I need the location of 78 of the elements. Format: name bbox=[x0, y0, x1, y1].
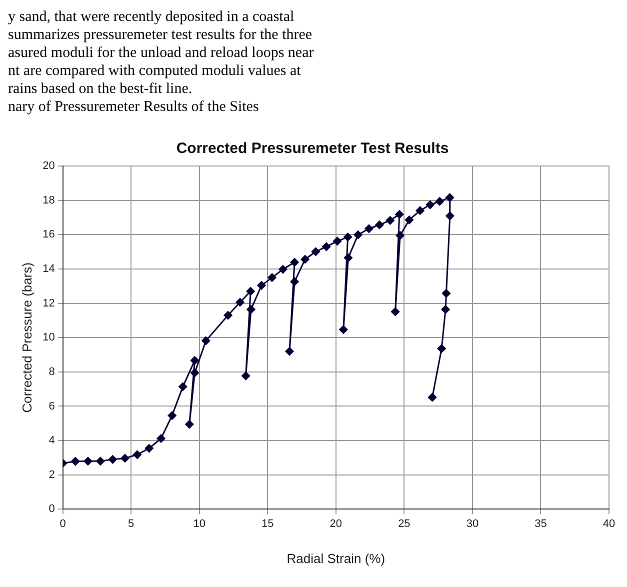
point bbox=[71, 457, 80, 466]
point bbox=[322, 242, 331, 251]
point bbox=[168, 411, 176, 420]
point bbox=[120, 454, 130, 462]
point bbox=[395, 210, 404, 219]
point bbox=[278, 265, 288, 274]
x-tick-label: 20 bbox=[330, 518, 342, 530]
point bbox=[178, 382, 188, 391]
point bbox=[354, 230, 362, 240]
y-tick-label: 10 bbox=[42, 332, 55, 344]
x-tick-label: 15 bbox=[262, 518, 274, 530]
y-tick-label: 2 bbox=[48, 468, 55, 481]
text: nt are compared with computed moduli values at bbox=[8, 62, 302, 80]
y-tick-label: 14 bbox=[42, 262, 55, 275]
y-tick-label: 12 bbox=[42, 297, 55, 310]
y-tick-label: 0 bbox=[48, 503, 55, 516]
point bbox=[364, 224, 374, 233]
point bbox=[236, 298, 244, 306]
point bbox=[391, 307, 400, 316]
point bbox=[344, 232, 352, 242]
y-tick-label: 6 bbox=[48, 400, 55, 412]
point bbox=[446, 193, 454, 202]
point bbox=[333, 236, 342, 246]
point bbox=[375, 220, 384, 230]
y-tick-label: 18 bbox=[42, 194, 55, 206]
text: asured moduli for the unload and reload loops near bbox=[8, 44, 315, 62]
y-axis-title: Corrected Pressure (bars) bbox=[19, 262, 34, 413]
point bbox=[190, 356, 199, 365]
point bbox=[428, 393, 437, 402]
point bbox=[285, 347, 294, 356]
point bbox=[442, 289, 450, 298]
text: y sand, that were recently deposited in a coastal bbox=[8, 8, 296, 26]
x-tick-label: 40 bbox=[602, 518, 616, 530]
point bbox=[144, 444, 154, 453]
point bbox=[311, 247, 320, 256]
point bbox=[290, 258, 299, 267]
point bbox=[446, 212, 454, 220]
point bbox=[386, 216, 394, 225]
point bbox=[185, 420, 194, 429]
point bbox=[416, 206, 424, 215]
point bbox=[190, 368, 199, 378]
point bbox=[202, 336, 210, 345]
point bbox=[257, 281, 266, 290]
y-tick-label: 20 bbox=[42, 160, 55, 172]
y-tick-label: 16 bbox=[42, 228, 55, 241]
text: summarizes pressuremeter test results for the three bbox=[8, 26, 314, 44]
x-axis-title: Radial Strain (%) bbox=[286, 550, 386, 566]
point bbox=[300, 255, 310, 264]
point bbox=[246, 305, 256, 314]
chart-title: Corrected Pressuremeter Test Results bbox=[176, 140, 449, 158]
point bbox=[84, 456, 92, 466]
point bbox=[96, 456, 105, 466]
x-tick-label: 10 bbox=[193, 518, 206, 530]
point bbox=[108, 455, 117, 464]
point bbox=[441, 305, 450, 314]
text: nary of Pressuremeter Results of the Sites bbox=[8, 98, 260, 116]
point bbox=[339, 325, 348, 334]
point bbox=[437, 344, 446, 353]
y-tick-label: 4 bbox=[48, 434, 55, 447]
x-tick-label: 0 bbox=[60, 518, 66, 530]
x-tick-label: 25 bbox=[398, 518, 410, 530]
x-tick-label: 35 bbox=[534, 518, 547, 530]
point bbox=[156, 434, 166, 443]
point bbox=[246, 287, 255, 296]
point bbox=[435, 197, 444, 206]
y-tick-label: 8 bbox=[48, 366, 55, 378]
point bbox=[268, 273, 276, 282]
text: rains based on the best-fit line. bbox=[8, 80, 194, 98]
point bbox=[224, 311, 232, 320]
point bbox=[426, 200, 434, 210]
point bbox=[404, 216, 414, 224]
x-tick-label: 5 bbox=[128, 518, 134, 530]
point bbox=[133, 450, 142, 459]
point bbox=[396, 231, 404, 240]
point bbox=[290, 277, 299, 286]
point bbox=[344, 254, 352, 262]
point bbox=[242, 372, 250, 380]
x-tick-label: 30 bbox=[466, 518, 479, 530]
